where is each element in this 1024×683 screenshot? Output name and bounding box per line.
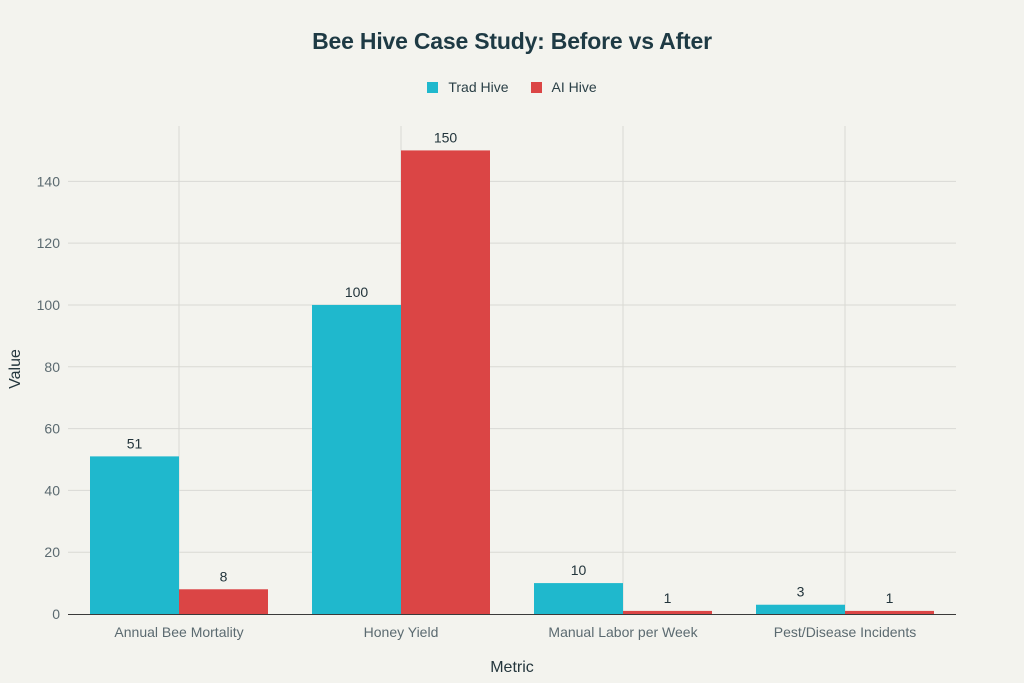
legend-swatch-trad-hive (427, 81, 439, 93)
y-tick-label: 80 (44, 359, 60, 375)
y-axis-title: Value (7, 349, 24, 389)
data-label-trad-hive-annual-bee-mortality: 51 (127, 435, 143, 451)
data-label-trad-hive-honey-yield: 100 (345, 284, 369, 300)
bar-ai-hive-manual-labor-per-week (623, 610, 712, 614)
bar-trad-hive-honey-yield (312, 304, 401, 614)
grid (68, 126, 956, 614)
axes: 0 20 40 60 80 100 120 140 Annual Bee Mortality Ho… (37, 173, 956, 640)
data-label-trad-hive-pest-disease-incidents: 3 (797, 584, 805, 600)
bar-trad-hive-pest-disease-incidents (756, 604, 845, 614)
data-label-ai-hive-honey-yield: 150 (434, 129, 458, 145)
bars (90, 150, 934, 614)
bar-ai-hive-honey-yield (401, 150, 490, 614)
x-axis-title: Metric (490, 659, 534, 676)
bar-trad-hive-annual-bee-mortality (90, 456, 179, 614)
chart-title: Bee Hive Case Study: Before vs After (312, 28, 712, 54)
data-label-ai-hive-pest-disease-incidents: 1 (886, 590, 894, 606)
x-tick-label: Pest/Disease Incidents (774, 624, 916, 640)
x-tick-label: Annual Bee Mortality (114, 624, 243, 640)
y-tick-label: 0 (52, 606, 60, 622)
legend-swatch-ai-hive (530, 81, 542, 93)
bar-ai-hive-pest-disease-incidents (845, 610, 934, 614)
bar-ai-hive-annual-bee-mortality (179, 589, 268, 614)
y-tick-label: 100 (37, 297, 61, 313)
legend-item-trad-hive[interactable]: Trad Hive (427, 79, 509, 95)
legend-label-ai-hive: AI Hive (551, 79, 597, 95)
bar-trad-hive-manual-labor-per-week (534, 583, 623, 614)
data-label-ai-hive-manual-labor-per-week: 1 (664, 590, 672, 606)
legend-item-ai-hive[interactable]: AI Hive (530, 79, 597, 95)
y-tick-label: 60 (44, 421, 60, 437)
data-label-trad-hive-manual-labor-per-week: 10 (571, 562, 587, 578)
x-tick-label: Honey Yield (364, 624, 439, 640)
x-tick-label: Manual Labor per Week (548, 624, 698, 640)
data-labels: 51 100 10 3 8 150 1 1 (127, 129, 894, 605)
y-tick-label: 40 (44, 482, 60, 498)
legend-label-trad-hive: Trad Hive (448, 79, 509, 95)
y-tick-label: 20 (44, 544, 60, 560)
legend: Trad Hive AI Hive (0, 79, 1024, 95)
y-tick-label: 140 (37, 173, 61, 189)
data-label-ai-hive-annual-bee-mortality: 8 (220, 568, 228, 584)
y-tick-label: 120 (37, 235, 61, 251)
